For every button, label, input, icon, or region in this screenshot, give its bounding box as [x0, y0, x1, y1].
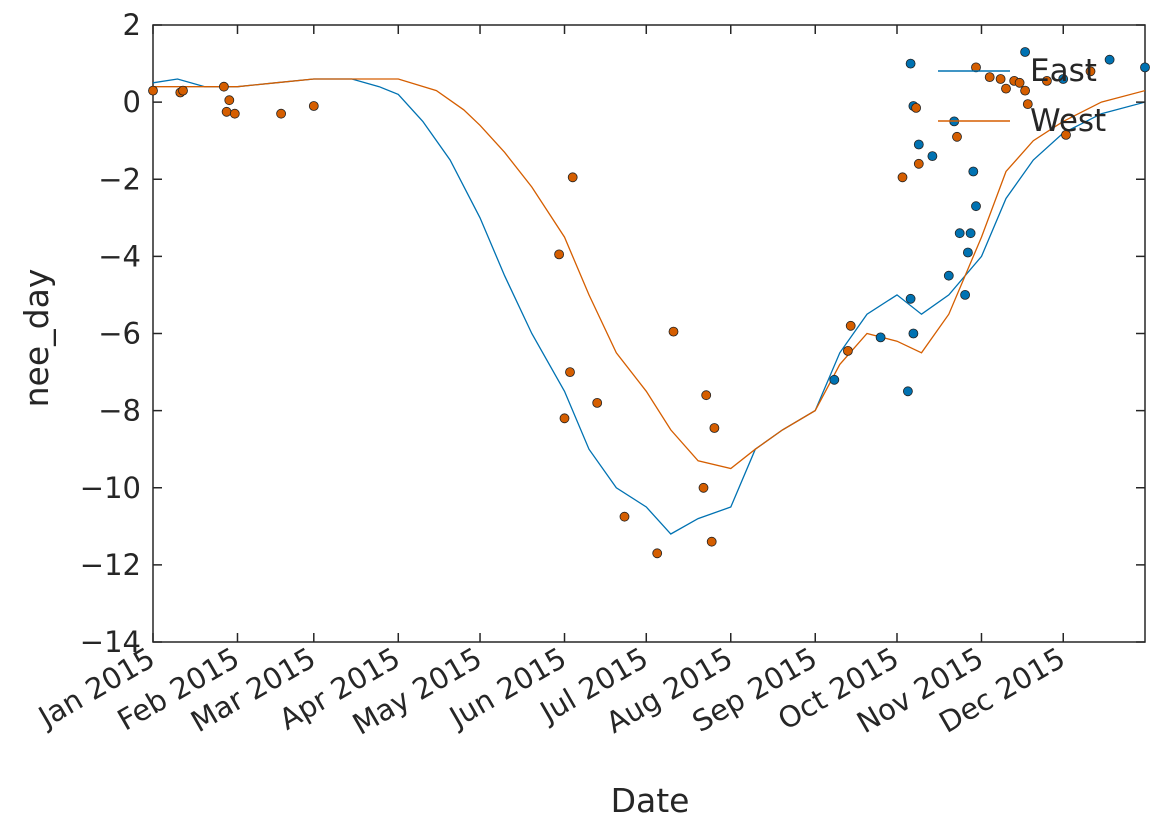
data-point-west — [897, 172, 908, 183]
data-point-west — [229, 108, 240, 119]
data-point-west — [178, 85, 188, 96]
data-point-east — [954, 228, 965, 239]
plot-frame — [152, 24, 1146, 643]
data-point-west — [218, 81, 229, 92]
data-point-west — [652, 548, 663, 559]
data-point-west — [843, 345, 853, 356]
y-tick-label: −14 — [80, 625, 141, 659]
data-point-west — [984, 72, 995, 82]
data-point-west — [706, 536, 717, 547]
data-point-west — [1001, 83, 1011, 94]
data-point-west — [995, 74, 1006, 84]
data-point-west — [1014, 77, 1025, 88]
data-point-east — [829, 374, 840, 385]
data-point-east — [905, 293, 916, 304]
data-point-west — [913, 158, 924, 169]
data-point-west — [224, 95, 235, 106]
data-point-east — [903, 386, 913, 397]
y-axis-label: nee_day — [17, 269, 56, 408]
data-point-west — [952, 131, 962, 142]
data-point-west — [668, 326, 679, 337]
data-point-west — [559, 413, 570, 424]
data-point-east — [943, 270, 954, 281]
data-point-east — [963, 247, 973, 258]
data-point-west — [276, 108, 287, 119]
y-tick-label: 0 — [123, 85, 141, 119]
x-axis-label: Date — [611, 781, 690, 820]
data-point-west — [565, 367, 575, 378]
data-point-west — [1020, 85, 1030, 96]
legend-label-east: East — [1030, 53, 1097, 89]
data-point-east — [908, 328, 919, 339]
y-tick-label: −4 — [98, 239, 141, 273]
data-point-east — [968, 166, 979, 177]
data-point-west — [148, 85, 158, 96]
y-tick-label: −6 — [98, 317, 141, 351]
data-point-west — [1042, 76, 1052, 86]
data-point-west — [1085, 66, 1096, 77]
data-point-east — [875, 332, 886, 343]
data-point-west — [845, 320, 856, 331]
series-line-west — [153, 78, 1146, 470]
legend: East West — [938, 53, 1106, 139]
series-line-east — [152, 78, 1146, 535]
data-point-west — [592, 397, 603, 408]
data-point-east — [913, 139, 924, 150]
data-point-east — [1140, 62, 1150, 73]
data-point-east — [1020, 47, 1030, 57]
data-point-west — [911, 103, 921, 113]
data-point-east — [960, 289, 970, 300]
data-point-west — [619, 511, 630, 522]
data-point-west — [709, 423, 720, 433]
data-point-east — [1058, 74, 1069, 84]
y-tick-label: −2 — [98, 162, 141, 196]
data-point-east — [927, 151, 938, 162]
data-point-west — [701, 390, 712, 401]
series-layer — [148, 47, 1150, 559]
y-tick-label: −8 — [98, 394, 141, 428]
data-point-west — [221, 106, 232, 117]
data-point-west — [554, 249, 564, 260]
data-point-east — [905, 58, 916, 69]
data-point-west — [308, 101, 319, 111]
legend-label-west: West — [1030, 103, 1106, 139]
y-tick-label: −12 — [80, 548, 141, 582]
data-point-west — [698, 482, 709, 493]
data-point-west — [567, 172, 578, 183]
data-point-east — [1104, 54, 1115, 65]
data-point-east — [971, 201, 981, 212]
y-tick-label: 2 — [123, 8, 141, 42]
data-point-west — [971, 62, 981, 73]
y-tick-label: −10 — [80, 471, 141, 505]
data-point-west — [1022, 99, 1033, 109]
data-point-east — [965, 228, 976, 239]
data-point-west — [1061, 129, 1071, 140]
